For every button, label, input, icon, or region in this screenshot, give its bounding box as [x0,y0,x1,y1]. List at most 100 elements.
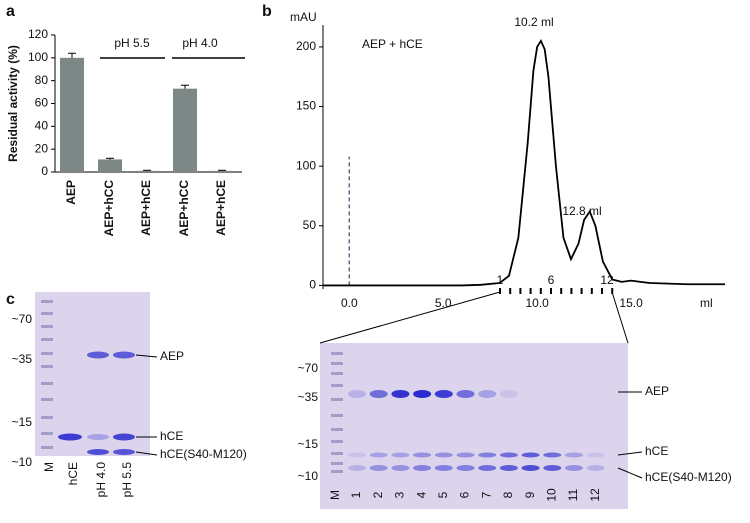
gel-band [348,390,366,398]
annotation: AEP + hCE [362,37,423,51]
marker-label: ~35 [298,390,319,404]
annotation: 12.8 ml [562,204,601,218]
ladder-band [41,300,53,303]
y-tick-label: 200 [296,39,316,53]
gel-band [478,390,497,398]
label-line [617,451,643,456]
marker-label: ~35 [12,352,33,366]
fraction-label: 12 [600,273,614,287]
ladder-band [331,372,343,375]
gel-band [478,465,497,471]
gel [35,292,150,456]
gel-band [434,452,453,458]
fraction-label: 6 [548,273,555,287]
gel-band [413,465,432,471]
ladder-band [331,470,343,473]
bar [98,159,122,172]
panel-letter: c [6,291,15,308]
lane-label: 8 [501,491,515,498]
ladder-band [331,462,343,465]
x-tick-label: 0.0 [341,296,358,310]
connector [319,291,501,344]
annotation: pH 4.0 [182,36,218,50]
ladder-band [331,452,343,455]
gel-band [586,452,605,458]
ladder-band [41,325,53,328]
gel-band [456,465,475,471]
x-tick-label: AEP+hCE [139,180,153,236]
gel-band [456,390,475,398]
ladder-band [41,398,53,401]
y-tick-label: 80 [35,73,49,87]
lane-label: 5 [436,491,450,498]
band-label: hCE(S40-M120) [645,470,732,484]
lane-label: 7 [479,491,493,498]
gel-band [478,452,497,458]
gel-band [369,452,388,458]
gel-band [87,351,109,359]
connector [611,291,629,344]
bar [60,57,84,173]
band-label: AEP [645,384,669,398]
y-tick-label: 20 [35,141,49,155]
ladder-band [331,414,343,417]
gel-band [413,390,432,398]
gel-band [499,390,518,398]
ladder-band [41,432,53,435]
ladder-band [331,440,343,443]
gel-band [348,452,366,458]
bar [173,88,197,172]
lane-label: 4 [414,491,428,498]
gel-band [565,452,583,458]
gel-band [391,452,410,458]
ladder-band [331,398,343,401]
gel-band [543,465,562,471]
lane-label: M [42,462,56,472]
band-label: hCE [645,444,668,458]
lane-label: 1 [349,491,363,498]
x-tick-label: AEP [64,180,78,205]
gel-band [499,465,518,471]
ladder-band [41,365,53,368]
y-tick-label: 100 [296,158,316,172]
lane-label: hCE [66,462,80,485]
gel-band [369,390,388,398]
gel-band [434,390,453,398]
ladder-band [331,362,343,365]
gel-band [413,452,432,458]
lane-label: 6 [458,491,472,498]
panel-letter: a [6,3,15,20]
gel-band [58,433,82,441]
label-line [135,451,158,456]
gel-band [434,465,453,471]
fraction-label: 1 [497,273,504,287]
bar [135,170,159,172]
ladder-band [331,352,343,355]
y-tick-label: 100 [28,50,48,64]
gel-band [348,465,366,471]
marker-label: ~70 [12,312,33,326]
marker-label: ~10 [12,455,33,469]
marker-label: ~15 [12,415,33,429]
x-tick-label: 15.0 [619,296,643,310]
y-tick-label: 60 [35,96,49,110]
gel-band [113,449,135,455]
ladder-band [41,446,53,449]
lane-label: 11 [566,488,580,501]
ladder-band [331,428,343,431]
y-tick-label: 0 [41,164,48,178]
gel-band [391,465,410,471]
x-tick-label: AEP+hCC [102,180,116,237]
marker-label: ~10 [298,469,319,483]
x-axis-label: ml [700,296,713,310]
band-label: hCE(S40-M120) [160,447,247,461]
gel-band [543,452,562,458]
lane-label: 3 [393,491,407,498]
y-axis-label: mAU [290,10,317,24]
y-tick-label: 40 [35,119,49,133]
bar [210,170,234,172]
y-tick-label: 120 [28,27,48,41]
x-tick-label: 5.0 [435,296,452,310]
y-tick-label: 150 [296,99,316,113]
